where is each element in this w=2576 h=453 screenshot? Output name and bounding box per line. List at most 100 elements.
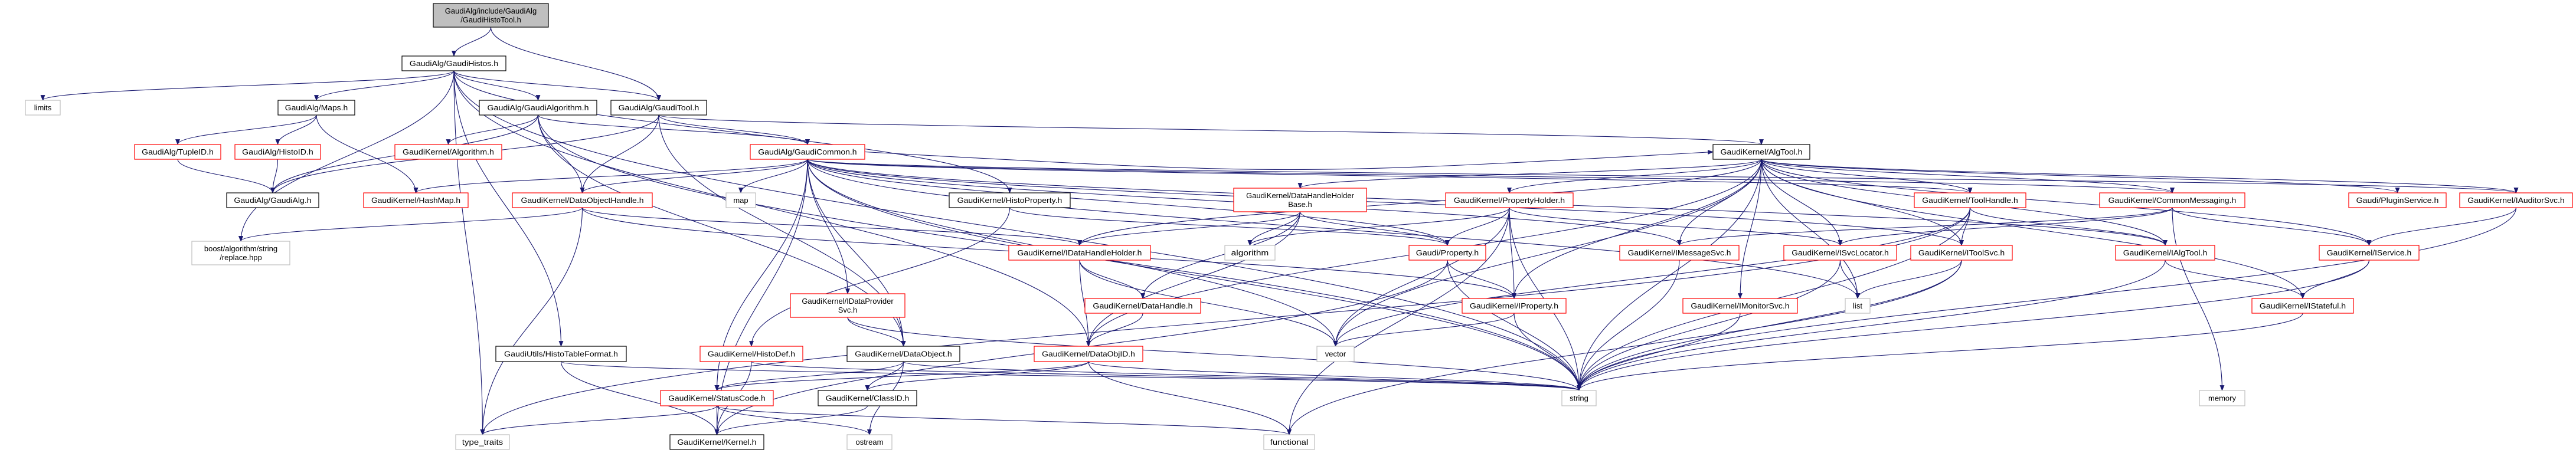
node-gaudicommon[interactable]: GaudiAlg/GaudiCommon.h <box>750 144 865 160</box>
node-pluginservice[interactable]: Gaudi/PluginService.h <box>2348 192 2447 208</box>
node-histoproperty[interactable]: GaudiKernel/HistoProperty.h <box>949 192 1071 208</box>
node-histotableformat[interactable]: GaudiUtils/HistoTableFormat.h <box>495 346 627 362</box>
node-box <box>1712 144 1810 160</box>
edge-gaudihistos-to-dataobjid <box>453 70 1091 347</box>
node-label: string <box>1570 394 1588 403</box>
node-box <box>394 144 502 160</box>
node-label: GaudiAlg/TupleID.h <box>142 147 214 156</box>
node-label: GaudiKernel/IAuditorSvc.h <box>2467 196 2564 205</box>
node-box <box>134 144 221 160</box>
edge-dataobjecthandle-to-boostreplace <box>238 207 583 242</box>
edge-dataobjecthandle-to-idatahandleholder <box>581 207 1082 246</box>
edge-gauditool-to-algtool <box>658 114 1764 145</box>
node-label: GaudiAlg/GaudiAlgorithm.h <box>488 103 589 112</box>
edge-gaudicommon-to-list <box>807 159 1860 299</box>
edge-iproperty-to-string <box>1513 313 1581 391</box>
edge-propertyholder-to-property <box>1445 207 1510 246</box>
node-kernel[interactable]: GaudiKernel/Kernel.h <box>669 434 764 450</box>
node-algorithm_h[interactable]: GaudiKernel/Algorithm.h <box>394 144 502 160</box>
edge-propertyholder-to-isvclocator <box>1509 207 1843 246</box>
edge-algtool-to-idatahandleholder <box>1077 159 1762 246</box>
edge-algtool-to-iservice <box>1761 159 2372 246</box>
node-map: map <box>725 192 756 208</box>
node-imonitorsvc[interactable]: GaudiKernel/IMonitorSvc.h <box>1682 298 1798 314</box>
node-label: GaudiAlg/GaudiCommon.h <box>758 147 857 156</box>
node-gaudialgorithm[interactable]: GaudiAlg/GaudiAlgorithm.h <box>479 100 597 116</box>
node-label: GaudiKernel/Algorithm.h <box>403 147 494 156</box>
edge-dataobjid-to-classid <box>865 361 1089 391</box>
node-label: GaudiKernel/StatusCode.h <box>668 394 765 403</box>
node-label: GaudiKernel/HistoProperty.h <box>957 196 1063 205</box>
node-dataobjid[interactable]: GaudiKernel/DataObjID.h <box>1034 346 1143 362</box>
node-vector: vector <box>1316 346 1355 362</box>
node-box <box>401 55 506 71</box>
node-label: functional <box>1270 438 1309 447</box>
node-dataobjecthandle[interactable]: GaudiKernel/DataObjectHandle.h <box>512 192 653 208</box>
edge-dataobjid-to-statuscode <box>714 361 1089 391</box>
node-propertyholder[interactable]: GaudiKernel/PropertyHolder.h <box>1445 192 1574 208</box>
node-box <box>2099 192 2245 208</box>
node-iproperty[interactable]: GaudiKernel/IProperty.h <box>1462 298 1567 314</box>
node-iauditorsvc[interactable]: GaudiKernel/IAuditorSvc.h <box>2459 192 2573 208</box>
edge-itoolsvc-to-functional <box>1287 260 1962 435</box>
node-hashmap[interactable]: GaudiKernel/HashMap.h <box>363 192 469 208</box>
node-dataobject[interactable]: GaudiKernel/DataObject.h <box>846 346 960 362</box>
node-box <box>433 3 549 28</box>
edge-propertyholder-to-algorithm <box>1247 207 1510 246</box>
node-histotool[interactable]: GaudiAlg/include/GaudiAlg/GaudiHistoTool… <box>433 3 549 28</box>
node-box <box>2459 192 2573 208</box>
node-isvclocator[interactable]: GaudiKernel/ISvcLocator.h <box>1783 245 1897 261</box>
node-property[interactable]: Gaudi/Property.h <box>1408 245 1486 261</box>
edge-idataprovidersvc-to-string <box>847 317 1581 391</box>
node-label: GaudiUtils/HistoTableFormat.h <box>504 350 618 359</box>
node-toolhandle[interactable]: GaudiKernel/ToolHandle.h <box>1914 192 2026 208</box>
edge-itoolsvc-to-list <box>1855 260 1962 299</box>
node-gaudihistos[interactable]: GaudiAlg/GaudiHistos.h <box>401 55 506 71</box>
node-label: algorithm <box>1231 248 1269 257</box>
node-label: GaudiKernel/Kernel.h <box>678 438 757 447</box>
node-maps[interactable]: GaudiAlg/Maps.h <box>277 100 355 116</box>
node-label: GaudiAlg/HistoID.h <box>242 147 313 156</box>
node-istateful[interactable]: GaudiKernel/IStateful.h <box>2251 298 2354 314</box>
edge-histodef-to-string <box>751 361 1581 391</box>
edge-histotableformat-to-string <box>560 361 1581 391</box>
node-statuscode[interactable]: GaudiKernel/StatusCode.h <box>660 390 774 406</box>
node-tupleid[interactable]: GaudiAlg/TupleID.h <box>134 144 221 160</box>
node-gauditool[interactable]: GaudiAlg/GaudiTool.h <box>610 100 707 116</box>
node-label: limits <box>34 103 52 112</box>
edge-gaudihistos-to-gaudialgorithm <box>453 70 541 101</box>
node-datahandle[interactable]: GaudiKernel/DataHandle.h <box>1084 298 1201 314</box>
edge-idatahandleholder-to-dataobjid <box>1079 260 1091 347</box>
edge-maps-to-tupleid <box>175 114 317 145</box>
node-box <box>363 192 469 208</box>
node-label: GaudiKernel/ISvcLocator.h <box>1792 248 1888 257</box>
node-iservice[interactable]: GaudiKernel/IService.h <box>2319 245 2420 261</box>
edge-gaudihistos-to-limits <box>40 70 455 101</box>
node-algtool[interactable]: GaudiKernel/AlgTool.h <box>1712 144 1810 160</box>
edge-commonmessaging-to-isvclocator <box>1838 207 2173 246</box>
edge-gaudicommon-to-itoolsvc <box>807 159 1964 246</box>
node-boostreplace: boost/algorithm/string/replace.hpp <box>191 241 290 265</box>
node-itoolsvc[interactable]: GaudiKernel/IToolSvc.h <box>1910 245 2013 261</box>
edge-dataobject-to-statuscode <box>714 361 904 391</box>
edge-histoproperty-to-histodef <box>749 207 1011 347</box>
edge-gaudialgorithm-to-dataobjecthandle <box>537 114 585 193</box>
node-imessagesvc[interactable]: GaudiKernel/IMessageSvc.h <box>1619 245 1740 261</box>
edge-gaudihistos-to-maps <box>314 70 455 101</box>
node-commonmessaging[interactable]: GaudiKernel/CommonMessaging.h <box>2099 192 2245 208</box>
node-label: GaudiKernel/IDataHandleHolder.h <box>1018 248 1142 257</box>
node-histoid[interactable]: GaudiAlg/HistoID.h <box>234 144 321 160</box>
edge-layer <box>40 27 2519 435</box>
node-gaudialg[interactable]: GaudiAlg/GaudiAlg.h <box>226 192 319 208</box>
node-ialgtool[interactable]: GaudiKernel/IAlgTool.h <box>2115 245 2215 261</box>
node-memory: memory <box>2199 390 2245 406</box>
node-idatahandleholder[interactable]: GaudiKernel/IDataHandleHolder.h <box>1008 245 1151 261</box>
node-classid[interactable]: GaudiKernel/ClassID.h <box>818 390 917 406</box>
node-histodef[interactable]: GaudiKernel/HistoDef.h <box>699 346 803 362</box>
edge-datahandleholderbase-to-property <box>1299 211 1450 246</box>
node-label: GaudiKernel/IStateful.h <box>2260 301 2346 310</box>
edge-gaudicommon-to-iauditorsvc <box>807 159 2518 193</box>
edge-gaudihistos-to-histoproperty <box>453 70 1012 193</box>
